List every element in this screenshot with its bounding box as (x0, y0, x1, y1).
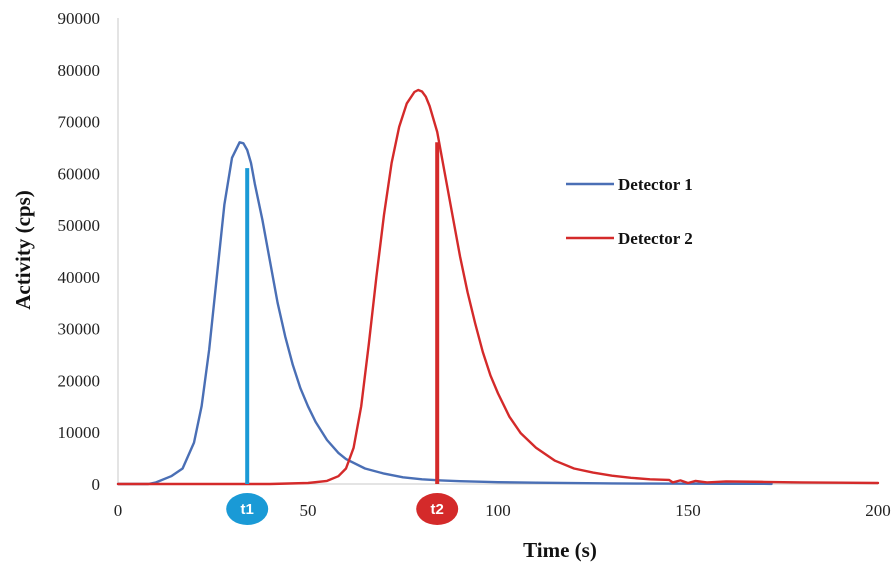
y-tick-label: 80000 (58, 61, 101, 80)
x-tick-label: 100 (485, 501, 511, 520)
y-tick-label: 70000 (58, 113, 101, 132)
markers: t1 t2 (226, 142, 459, 525)
x-axis-title: Time (s) (523, 538, 597, 562)
marker-label-t2: t2 (431, 501, 444, 518)
marker-label-t1: t1 (241, 501, 254, 518)
legend: Detector 1 Detector 2 (566, 175, 693, 248)
y-axis: 0 10000 20000 30000 40000 50000 60000 70000 8000… (58, 9, 119, 494)
legend-label-2: Detector 2 (618, 229, 693, 248)
x-tick-label: 0 (114, 501, 123, 520)
plot-area (116, 88, 880, 486)
y-axis-title: Activity (cps) (11, 190, 35, 310)
y-tick-label: 0 (92, 475, 101, 494)
x-tick-label: 50 (300, 501, 317, 520)
x-tick-label: 150 (675, 501, 701, 520)
y-tick-label: 50000 (58, 216, 101, 235)
y-tick-label: 60000 (58, 164, 101, 183)
y-tick-label: 10000 (58, 423, 101, 442)
marker-badge-t1 (226, 493, 269, 525)
y-tick-label: 40000 (58, 268, 101, 287)
y-tick-label: 20000 (58, 371, 101, 390)
legend-label-1: Detector 1 (618, 175, 693, 194)
y-tick-label: 30000 (58, 320, 101, 339)
series-line-1 (116, 141, 773, 486)
marker-badge-t2 (416, 493, 459, 525)
series-line-2 (116, 88, 880, 486)
y-tick-label: 90000 (58, 9, 101, 28)
x-tick-label: 200 (865, 501, 891, 520)
